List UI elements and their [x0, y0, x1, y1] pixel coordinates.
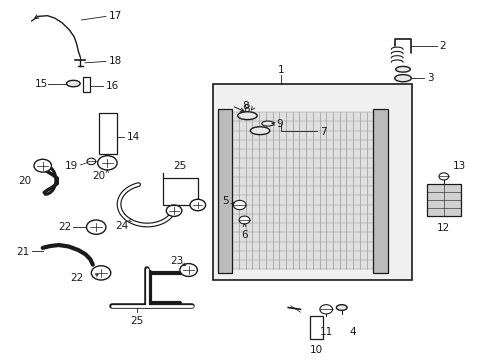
Text: 25: 25	[130, 316, 143, 327]
Ellipse shape	[394, 75, 410, 82]
Text: 23: 23	[170, 256, 183, 266]
Text: 10: 10	[309, 345, 323, 355]
Text: 1: 1	[277, 64, 284, 75]
Ellipse shape	[237, 112, 257, 120]
Ellipse shape	[261, 121, 273, 126]
Circle shape	[87, 158, 96, 165]
Bar	[372, 109, 387, 273]
Ellipse shape	[336, 305, 346, 310]
Text: 11: 11	[319, 327, 332, 337]
Text: 14: 14	[126, 132, 140, 142]
Circle shape	[34, 159, 51, 172]
Circle shape	[91, 266, 111, 280]
Text: 12: 12	[436, 223, 449, 233]
Circle shape	[319, 305, 332, 314]
Bar	[309, 316, 323, 339]
Bar	[212, 84, 411, 280]
Bar	[426, 184, 460, 216]
Bar	[232, 112, 372, 269]
Text: 24: 24	[115, 221, 128, 231]
Circle shape	[98, 156, 117, 170]
Text: 19: 19	[65, 161, 78, 171]
Text: 18: 18	[108, 57, 122, 66]
Text: 20: 20	[92, 171, 105, 181]
Bar	[82, 77, 90, 93]
Circle shape	[190, 199, 205, 211]
Text: 20: 20	[19, 176, 31, 186]
Text: 4: 4	[348, 327, 355, 337]
Text: 7: 7	[319, 127, 326, 138]
Circle shape	[166, 205, 182, 216]
Text: 15: 15	[34, 79, 48, 89]
Text: 9: 9	[276, 119, 283, 129]
Text: 5: 5	[222, 197, 228, 206]
Text: 22: 22	[59, 222, 72, 232]
Text: 13: 13	[452, 161, 465, 171]
Text: 8: 8	[241, 102, 248, 111]
Circle shape	[86, 220, 106, 234]
Text: 21: 21	[16, 247, 30, 257]
Text: 17: 17	[108, 12, 122, 21]
Ellipse shape	[66, 80, 80, 87]
Circle shape	[239, 216, 249, 224]
Text: 2: 2	[438, 41, 445, 51]
Bar	[217, 109, 232, 273]
Text: 16: 16	[106, 81, 119, 91]
Text: 6: 6	[241, 230, 247, 240]
Bar	[163, 178, 198, 205]
Text: 22: 22	[70, 273, 83, 283]
Text: 25: 25	[173, 161, 186, 171]
Text: 8: 8	[243, 104, 250, 113]
Circle shape	[438, 173, 448, 180]
Circle shape	[180, 264, 197, 276]
Ellipse shape	[250, 127, 269, 135]
Circle shape	[233, 201, 245, 210]
Ellipse shape	[395, 66, 409, 72]
Text: 3: 3	[426, 73, 432, 83]
Bar	[99, 113, 117, 154]
